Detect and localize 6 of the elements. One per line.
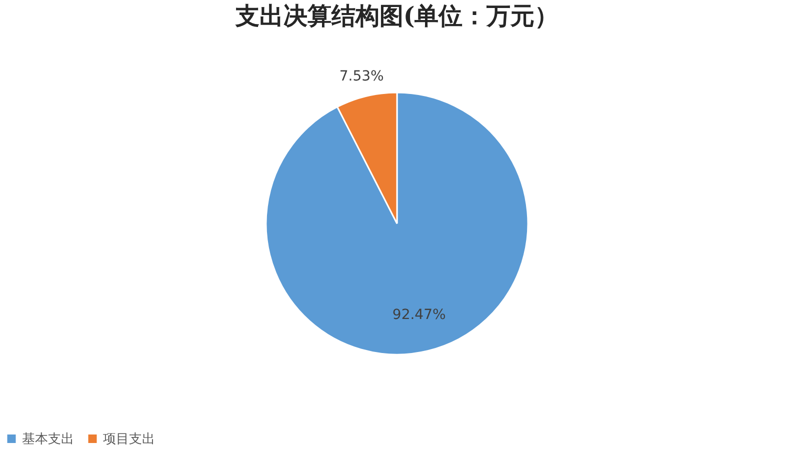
data-label: 7.53%: [339, 68, 384, 85]
legend-label: 项目支出: [103, 432, 155, 447]
data-label: 92.47%: [392, 307, 446, 324]
pie-slice: [266, 92, 529, 356]
legend-label: 基本支出: [22, 432, 74, 447]
chart-title: 支出决算结构图(单位：万元）: [234, 1, 559, 30]
